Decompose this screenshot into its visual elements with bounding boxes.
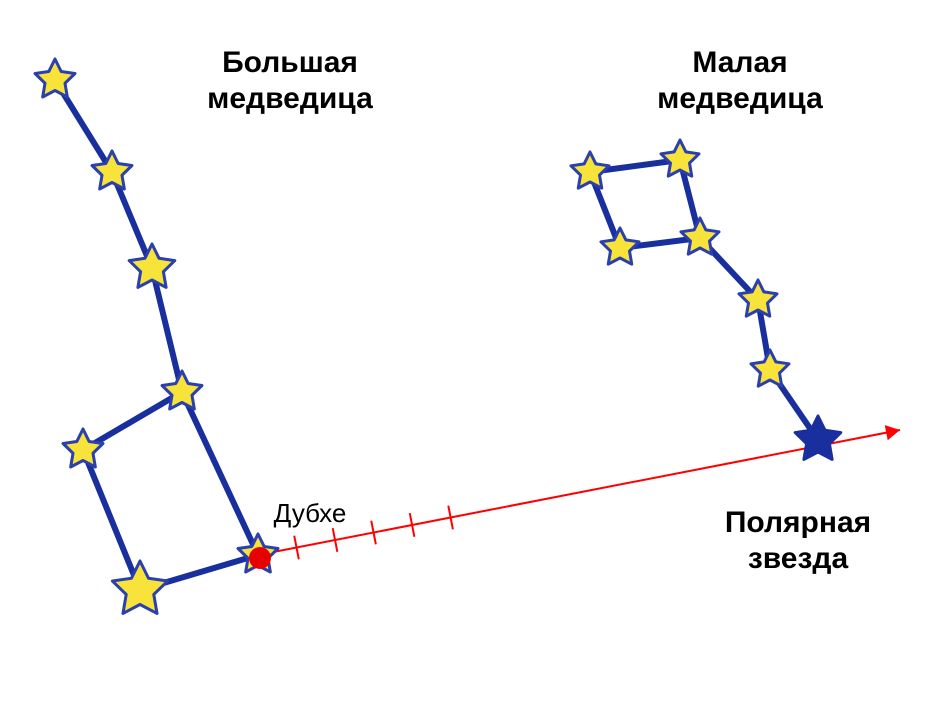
label-big-dipper: Большая медведица — [140, 45, 440, 117]
star-icon — [601, 228, 639, 264]
overlay — [249, 547, 271, 569]
label-little-dipper: Малая медведица — [590, 45, 890, 117]
star-icon — [751, 350, 789, 386]
star-icon — [129, 244, 175, 287]
star-icon — [661, 140, 699, 176]
star-icon — [63, 429, 103, 467]
star-icon — [571, 152, 609, 188]
label-polaris: Полярная звезда — [648, 505, 940, 577]
constellation-edge — [83, 450, 140, 590]
arrow-head-icon — [885, 425, 900, 440]
label-dubhe: Дубхе — [160, 498, 460, 529]
star-icon — [112, 561, 167, 613]
star-icon — [92, 151, 132, 189]
constellation-edge — [182, 392, 258, 555]
dubhe-marker — [249, 547, 271, 569]
polaris-star-icon — [795, 416, 841, 459]
star-icon — [35, 59, 75, 97]
